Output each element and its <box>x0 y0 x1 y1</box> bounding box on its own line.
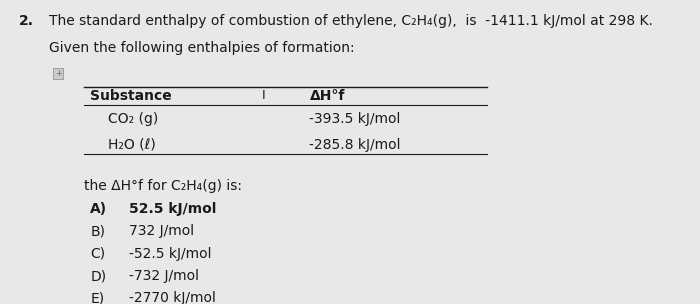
Text: -2770 kJ/mol: -2770 kJ/mol <box>129 292 216 304</box>
Text: H₂O (ℓ): H₂O (ℓ) <box>108 138 156 152</box>
Text: CO₂ (g): CO₂ (g) <box>108 112 158 126</box>
Text: A): A) <box>90 202 107 216</box>
Text: 52.5 kJ/mol: 52.5 kJ/mol <box>129 202 216 216</box>
Text: Substance: Substance <box>90 89 172 103</box>
Text: -393.5 kJ/mol: -393.5 kJ/mol <box>309 112 401 126</box>
Text: Given the following enthalpies of formation:: Given the following enthalpies of format… <box>49 41 354 55</box>
Text: 2.: 2. <box>19 14 34 28</box>
Text: -732 J/mol: -732 J/mol <box>129 269 199 283</box>
Text: +: + <box>55 69 62 78</box>
Text: B): B) <box>90 224 105 238</box>
Text: I: I <box>262 89 266 102</box>
Text: E): E) <box>90 292 104 304</box>
Text: D): D) <box>90 269 106 283</box>
Text: C): C) <box>90 247 106 261</box>
Text: 732 J/mol: 732 J/mol <box>129 224 194 238</box>
Text: -285.8 kJ/mol: -285.8 kJ/mol <box>309 138 401 152</box>
Text: ΔH°f: ΔH°f <box>309 89 345 103</box>
Text: the ΔH°f for C₂H₄(g) is:: the ΔH°f for C₂H₄(g) is: <box>84 179 242 193</box>
Text: The standard enthalpy of combustion of ethylene, C₂H₄(g),  is  -1411.1 kJ/mol at: The standard enthalpy of combustion of e… <box>49 14 652 28</box>
Text: -52.5 kJ/mol: -52.5 kJ/mol <box>129 247 211 261</box>
